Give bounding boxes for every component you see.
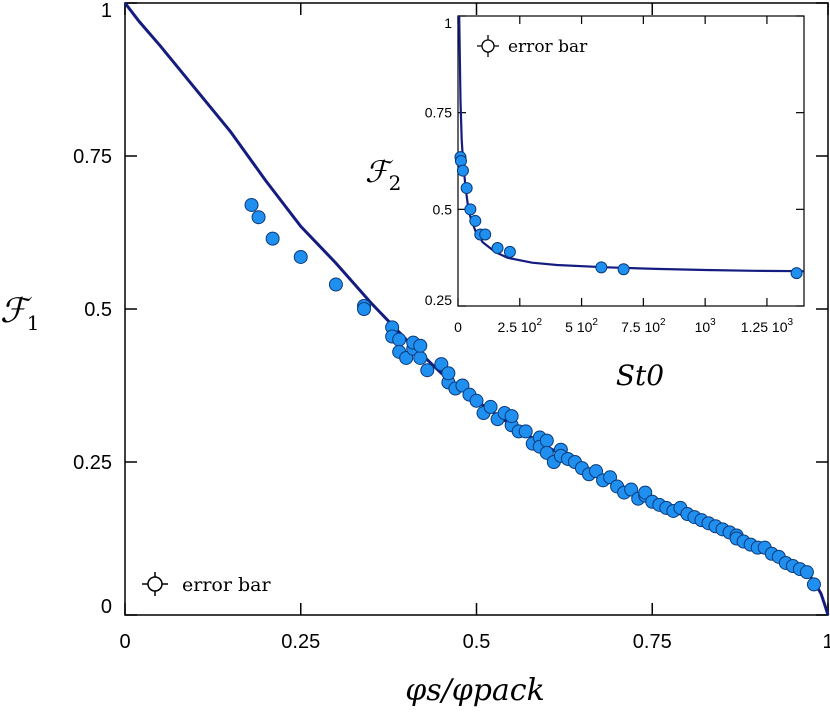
main-data-point: [413, 350, 428, 365]
main-data-point: [434, 357, 449, 372]
inset-data-point: [464, 203, 477, 216]
main-y-tick-label: 0: [101, 596, 112, 618]
main-y-tick-label: 0.5: [84, 299, 112, 321]
main-y-tick-labels: 0 0.25 0.5 0.75 1: [73, 0, 112, 618]
main-data-point: [328, 277, 343, 292]
inset-plot-frame: [457, 15, 805, 307]
main-legend-label: error bar: [182, 574, 271, 596]
inset-legend-label: error bar: [508, 37, 588, 57]
main-x-tick-label: 0.75: [633, 631, 672, 653]
main-data-point: [293, 249, 308, 264]
main-y-tick-label: 1: [101, 0, 112, 22]
inset-data-point: [790, 267, 803, 280]
main-data-point: [244, 197, 259, 212]
inset-y-tick-labels: 0.25 0.5 0.75 1: [425, 15, 452, 308]
main-data-point: [603, 470, 618, 485]
inset-data-points: [454, 151, 803, 280]
inset-x-axis-label: St0: [616, 359, 664, 392]
inset-y-tick-label: 0.5: [433, 201, 453, 217]
inset-y-tick-label: 0.25: [425, 292, 452, 308]
inset-data-point: [595, 261, 608, 274]
main-data-point: [251, 210, 266, 225]
main-data-point: [799, 565, 814, 580]
inset-data-point: [479, 228, 492, 241]
inset-x-tick-label: 2.5 102: [498, 317, 543, 335]
main-data-point: [455, 378, 470, 393]
main-y-tick-label: 0.75: [73, 146, 112, 168]
inset-x-tick-label: 1.25 103: [741, 317, 794, 335]
inset-data-point: [491, 242, 504, 254]
main-x-tick-label: 0: [119, 631, 130, 653]
inset-data-point: [617, 263, 630, 276]
main-data-point: [539, 433, 554, 448]
main-data-point: [483, 399, 498, 414]
main-data-points: [244, 197, 821, 592]
main-data-point: [504, 409, 519, 424]
main-x-axis-label: φs/φpack: [405, 673, 545, 708]
inset-y-tick-label: 0.75: [425, 105, 452, 121]
main-data-point: [589, 464, 604, 479]
main-data-point: [539, 445, 554, 460]
main-x-tick-label: 0.5: [463, 631, 491, 653]
main-data-point: [806, 577, 821, 592]
main-x-tick-label: 0.25: [281, 631, 320, 653]
main-y-axis-label: ℱ1: [0, 291, 39, 335]
inset-x-tick-label: 103: [695, 317, 717, 335]
main-legend-marker-icon: [147, 576, 163, 592]
main-data-point: [518, 424, 533, 439]
inset-data-point: [460, 182, 473, 195]
inset-x-tick-label: 7.5 102: [621, 317, 666, 335]
main-data-point: [357, 302, 372, 316]
inset-tick-marks: [457, 15, 804, 307]
inset-y-axis-label: ℱ2: [365, 155, 401, 195]
main-data-point: [392, 332, 407, 347]
inset-data-point: [469, 214, 482, 227]
main-data-point: [624, 482, 639, 497]
inset-plot: 0 2.5 102 5 102 7.5 102 103 1.25 103 0.250.50…: [365, 15, 805, 392]
inset-x-tick-labels: 0 2.5 102 5 102 7.5 102 103 1.25 103: [454, 317, 793, 335]
inset-y-tick-label: 1: [444, 15, 452, 31]
main-y-tick-label: 0.25: [73, 452, 112, 474]
main-legend: error bar: [142, 572, 271, 596]
main-data-point: [413, 338, 428, 353]
main-data-point: [265, 231, 280, 246]
inset-x-tick-label: 0: [454, 319, 462, 335]
inset-legend-marker-icon: [481, 39, 495, 53]
inset-data-point: [454, 155, 467, 167]
inset-data-point: [503, 245, 516, 258]
main-tick-marks: [124, 2, 829, 616]
main-data-point: [441, 366, 456, 381]
inset-x-tick-label: 5 102: [565, 317, 598, 335]
main-x-tick-label: 1: [822, 631, 830, 653]
main-data-point: [469, 393, 484, 408]
inset-legend: error bar: [477, 35, 588, 57]
main-x-tick-labels: 0 0.25 0.5 0.75 1: [119, 631, 830, 653]
main-data-point: [420, 363, 435, 378]
main-data-point: [399, 350, 414, 365]
main-data-point: [638, 485, 653, 500]
inset-data-point: [456, 164, 469, 177]
